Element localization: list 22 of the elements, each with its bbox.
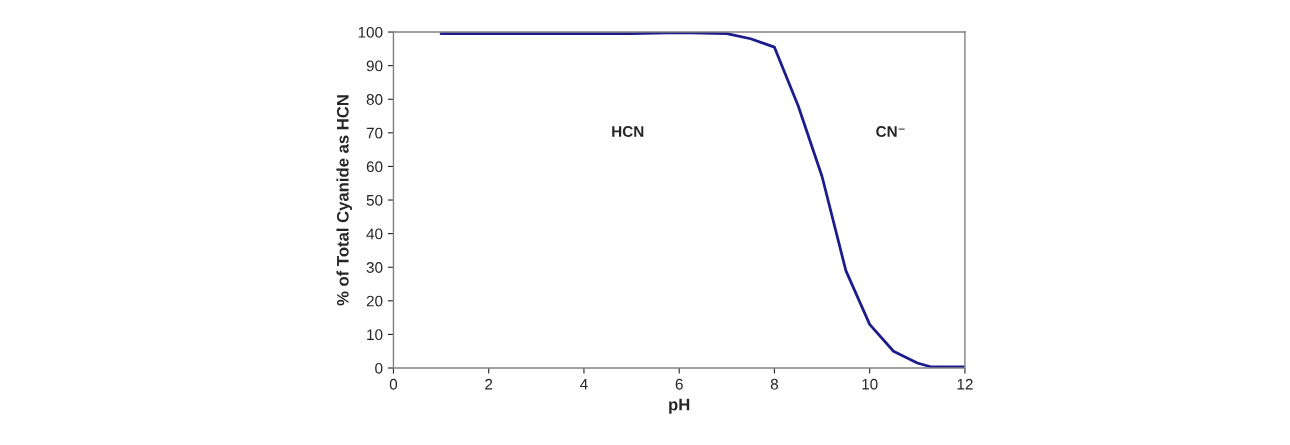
y-tick-label: 20	[366, 295, 383, 307]
y-tick-label: 70	[366, 127, 383, 139]
y-tick-label: 40	[366, 228, 383, 240]
y-tick-label: 10	[367, 329, 383, 341]
y-tick-label: 0	[375, 362, 383, 374]
x-tick-label: 10	[862, 378, 878, 390]
x-tick-label: 8	[770, 378, 779, 390]
y-tick-label: 80	[366, 94, 383, 105]
annotation: CN⁻	[876, 126, 905, 137]
x-tick-label: 0	[389, 378, 398, 390]
x-tick-label: 4	[580, 378, 588, 390]
x-tick-label: 2	[485, 378, 493, 390]
y-axis-title: % of Total Cyanide as HCN	[336, 95, 352, 306]
annotation: HCN	[612, 126, 644, 137]
y-tick-label: 90	[366, 60, 383, 72]
y-tick-label: 30	[366, 262, 383, 273]
y-tick-label: 100	[358, 26, 383, 38]
y-tick-label: 50	[366, 194, 383, 206]
x-tick-label: 12	[957, 378, 973, 390]
x-axis-title: pH	[669, 398, 690, 414]
x-tick-label: 6	[675, 378, 683, 390]
y-tick-label: 60	[366, 161, 383, 173]
